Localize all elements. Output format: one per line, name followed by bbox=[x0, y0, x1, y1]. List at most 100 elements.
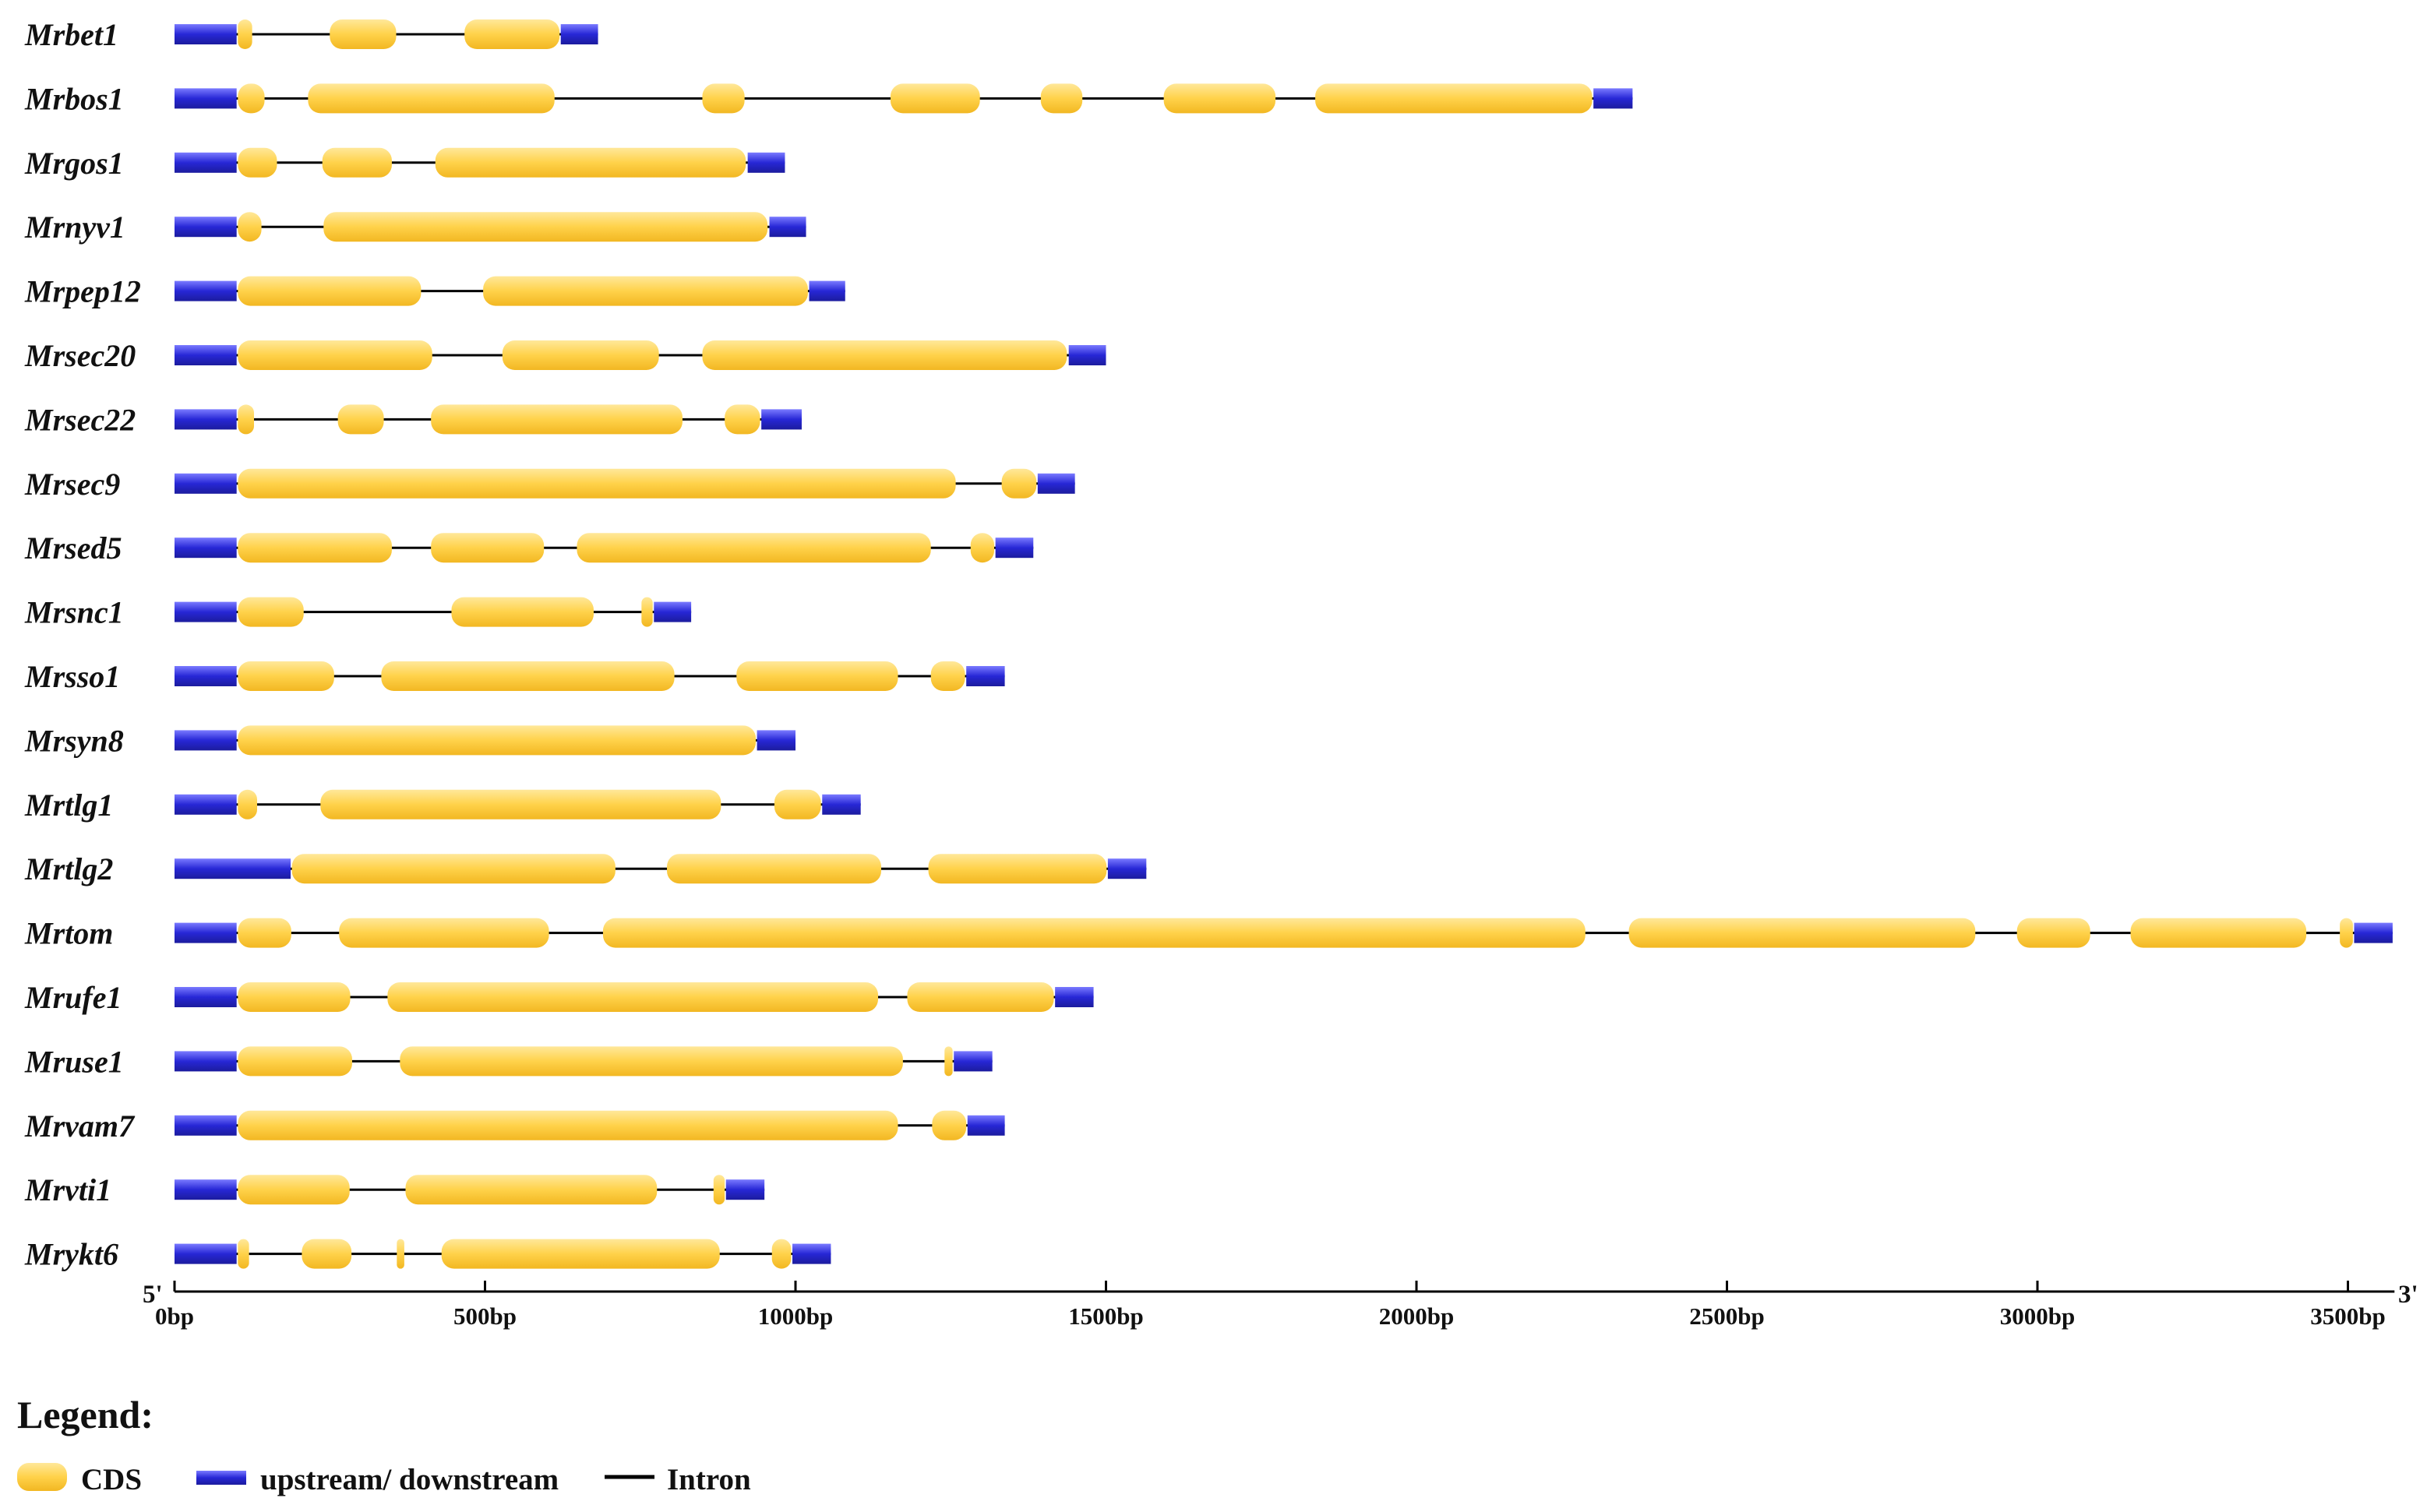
utr-segment bbox=[175, 345, 237, 365]
tick-label: 3500bp bbox=[2310, 1302, 2385, 1330]
cds-exon bbox=[238, 1239, 249, 1269]
cds-exon bbox=[667, 854, 881, 884]
cds-exon bbox=[238, 597, 304, 627]
cds-exon bbox=[502, 340, 659, 370]
cds-exon bbox=[337, 404, 384, 435]
gene-row: Mrufe1 bbox=[24, 980, 1094, 1015]
gene-row: Mrvti1 bbox=[24, 1172, 765, 1207]
legend-label-intron: Intron bbox=[667, 1463, 751, 1496]
utr-segment bbox=[175, 280, 237, 301]
gene-row: Mrsnc1 bbox=[24, 595, 692, 630]
cds-exon bbox=[725, 404, 760, 435]
utr-segment bbox=[175, 24, 237, 44]
cds-exon bbox=[381, 661, 675, 691]
utr-segment bbox=[175, 601, 237, 622]
gene-row: Mrsyn8 bbox=[24, 723, 795, 758]
cds-exon bbox=[238, 83, 265, 114]
cds-exon bbox=[238, 147, 277, 178]
utr-segment bbox=[175, 88, 237, 109]
cds-exon bbox=[930, 661, 965, 691]
gene-row: Mrsec22 bbox=[24, 402, 802, 437]
cds-exon bbox=[291, 854, 616, 884]
cds-exon bbox=[577, 533, 931, 563]
cds-exon bbox=[330, 19, 397, 49]
cds-exon bbox=[238, 533, 392, 563]
utr-segment bbox=[1107, 858, 1147, 879]
gene-label: Mrvti1 bbox=[24, 1172, 111, 1207]
cds-exon bbox=[1001, 468, 1037, 499]
utr-segment bbox=[175, 217, 237, 238]
gene-row: Mrtom bbox=[24, 916, 2393, 951]
utr-segment bbox=[175, 794, 237, 815]
cds-exon bbox=[451, 597, 594, 627]
cds-exon bbox=[483, 276, 808, 306]
cds-exon bbox=[1040, 83, 1083, 114]
utr-segment bbox=[175, 537, 237, 559]
utr-segment bbox=[560, 24, 598, 44]
utr-segment bbox=[175, 1243, 237, 1264]
utr-segment bbox=[175, 858, 291, 879]
cds-exon bbox=[405, 1175, 658, 1205]
utr-segment bbox=[1055, 987, 1094, 1007]
utr-segment bbox=[1593, 88, 1633, 109]
utr-segment bbox=[757, 730, 795, 751]
utr-segment bbox=[175, 1179, 237, 1200]
gene-row: Mrtlg1 bbox=[24, 788, 861, 823]
cds-exon bbox=[602, 918, 1586, 948]
cds-exon bbox=[323, 212, 768, 242]
utr-segment bbox=[761, 409, 802, 430]
cds-exon bbox=[308, 83, 555, 114]
legend: Legend: CDS upstream/ downstream Intron bbox=[17, 1393, 751, 1496]
cds-exon bbox=[2340, 918, 2353, 948]
cds-exon bbox=[641, 597, 653, 627]
cds-exon bbox=[238, 404, 255, 435]
gene-label: Mrsec20 bbox=[24, 338, 136, 373]
gene-label: Mrufe1 bbox=[24, 980, 122, 1015]
gene-label: Mrpep12 bbox=[24, 274, 141, 309]
utr-segment bbox=[769, 217, 806, 238]
cds-exon bbox=[238, 982, 351, 1012]
gene-row: Mrbos1 bbox=[24, 81, 1633, 116]
cds-exon bbox=[702, 83, 745, 114]
gene-label: Mrykt6 bbox=[24, 1237, 118, 1272]
gene-row: Mrtlg2 bbox=[24, 851, 1147, 886]
cds-exon bbox=[238, 1046, 352, 1077]
gene-row: Mrykt6 bbox=[24, 1237, 831, 1272]
legend-title: Legend: bbox=[17, 1393, 153, 1436]
cds-exon bbox=[431, 533, 545, 563]
utr-segment bbox=[966, 666, 1005, 686]
cds-exon bbox=[238, 468, 956, 499]
cds-exon bbox=[932, 1110, 967, 1140]
gene-label: Mrtlg2 bbox=[24, 851, 113, 886]
legend-item-utr: upstream/ downstream bbox=[196, 1463, 559, 1496]
cds-exon bbox=[238, 918, 291, 948]
cds-exon bbox=[928, 854, 1107, 884]
gene-row: Mrnyv1 bbox=[24, 210, 806, 245]
gene-label: Mrvam7 bbox=[24, 1108, 136, 1144]
utr-segment bbox=[175, 409, 237, 430]
gene-row: Mrsed5 bbox=[24, 530, 1034, 566]
tick-label: 500bp bbox=[453, 1302, 517, 1330]
utr-swatch bbox=[196, 1471, 246, 1485]
cds-exon bbox=[400, 1046, 903, 1077]
utr-segment bbox=[747, 152, 785, 173]
cds-exon bbox=[397, 1239, 404, 1269]
utr-segment bbox=[954, 1051, 993, 1072]
axis-ticks: 0bp 500bp 1000bp 1500bp 2000bp 2500bp 3000bp 35… bbox=[155, 1281, 2386, 1330]
cds-exon bbox=[713, 1175, 725, 1205]
utr-segment bbox=[175, 987, 237, 1007]
gene-label: Mrsnc1 bbox=[24, 595, 124, 630]
cds-exon bbox=[464, 19, 560, 49]
three-prime-label: 3' bbox=[2398, 1281, 2418, 1309]
gene-row: Mrsec20 bbox=[24, 338, 1106, 373]
gene-label: Mrnyv1 bbox=[24, 210, 125, 245]
cds-exon bbox=[890, 83, 980, 114]
utr-segment bbox=[1037, 473, 1075, 494]
cds-exon bbox=[238, 19, 252, 49]
tick-label: 2500bp bbox=[1689, 1302, 1764, 1330]
utr-segment bbox=[995, 537, 1034, 559]
cds-exon bbox=[907, 982, 1054, 1012]
gene-row: Mruse1 bbox=[24, 1044, 993, 1079]
utr-segment bbox=[175, 152, 237, 173]
gene-row: Mrpep12 bbox=[24, 274, 845, 309]
